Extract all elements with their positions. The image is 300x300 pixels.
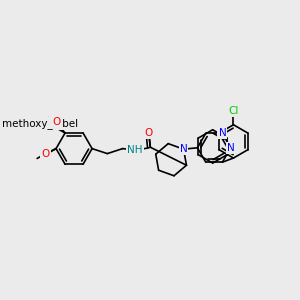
Text: NH: NH [127, 145, 143, 155]
Text: O: O [52, 118, 61, 128]
Text: Cl: Cl [228, 106, 239, 116]
Text: O: O [48, 118, 56, 128]
Text: O: O [145, 128, 153, 138]
Text: N: N [180, 144, 188, 154]
Text: O: O [41, 148, 50, 159]
Text: methoxy_label: methoxy_label [2, 118, 78, 129]
Text: N: N [227, 143, 235, 153]
Text: N: N [218, 128, 226, 138]
